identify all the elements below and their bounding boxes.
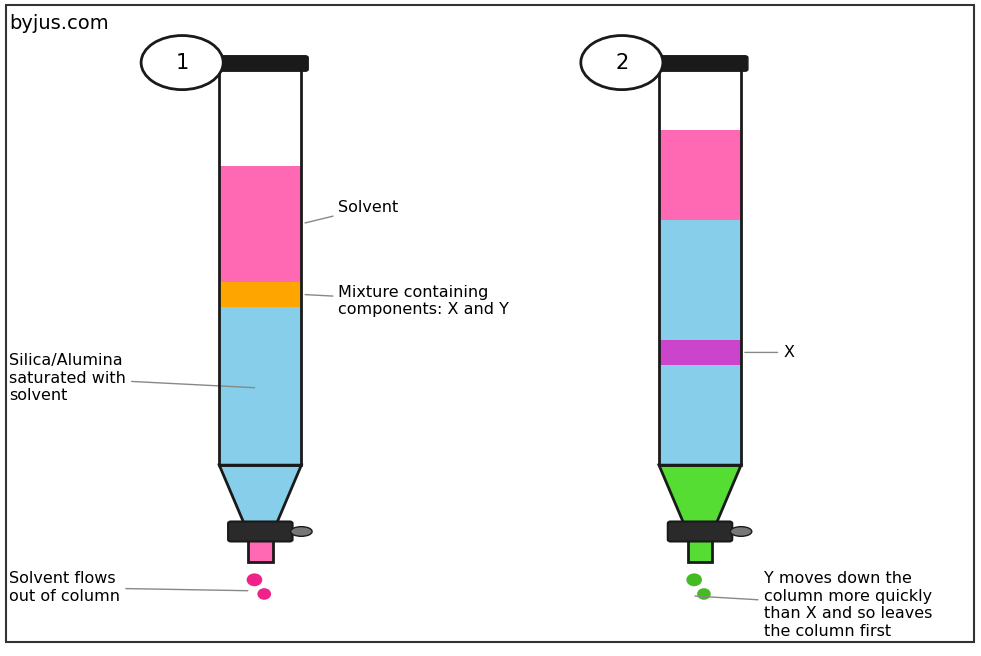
Bar [659, 220, 741, 340]
Bar [659, 365, 741, 465]
Circle shape [141, 35, 224, 90]
Polygon shape [220, 465, 301, 533]
Text: 2: 2 [615, 52, 629, 73]
Ellipse shape [246, 573, 262, 586]
Polygon shape [659, 465, 741, 533]
Bar [220, 281, 301, 308]
Text: Y moves down the
column more quickly
than X and so leaves
the column first: Y moves down the column more quickly tha… [695, 571, 932, 639]
FancyBboxPatch shape [213, 56, 308, 72]
Ellipse shape [697, 588, 711, 600]
Text: X: X [745, 345, 794, 360]
Bar [220, 165, 301, 281]
Bar [220, 308, 301, 465]
Text: Solvent: Solvent [305, 200, 398, 223]
Text: 1: 1 [176, 52, 188, 73]
Bar [659, 130, 741, 220]
Circle shape [581, 35, 663, 90]
Text: Solvent flows
out of column: Solvent flows out of column [9, 571, 248, 604]
FancyBboxPatch shape [652, 56, 748, 72]
Bar [659, 340, 741, 365]
Ellipse shape [730, 527, 751, 537]
Ellipse shape [290, 527, 312, 537]
FancyBboxPatch shape [668, 522, 732, 541]
Bar [248, 533, 273, 562]
FancyBboxPatch shape [228, 522, 292, 541]
Text: Mixture containing
components: X and Y: Mixture containing components: X and Y [305, 285, 509, 317]
Bar [220, 66, 301, 165]
Ellipse shape [687, 573, 702, 586]
Bar [688, 533, 712, 562]
Ellipse shape [257, 588, 271, 600]
Bar [659, 66, 741, 130]
Text: Silica/Alumina
saturated with
solvent: Silica/Alumina saturated with solvent [9, 354, 255, 403]
Text: byjus.com: byjus.com [9, 14, 109, 33]
